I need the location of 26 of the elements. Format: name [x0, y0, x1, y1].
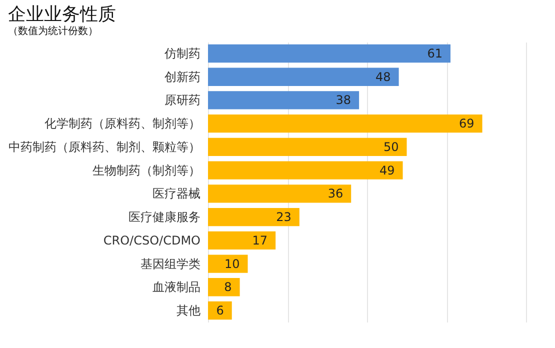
text: （数值为统计份数）	[8, 25, 98, 37]
data-label: 10	[224, 256, 240, 271]
y-tick-label: 其他	[176, 304, 200, 318]
data-label: 38	[336, 93, 352, 108]
data-label: 69	[458, 116, 474, 131]
y-tick-label: 原研药	[164, 93, 200, 108]
data-label: 50	[383, 140, 399, 154]
y-tick-label: 仿制药	[164, 46, 200, 60]
y-tick-label: CRO/CSO/CDMO	[103, 233, 200, 248]
y-tick-label: 基因组学类	[140, 256, 200, 271]
text: 企业业务性质	[8, 4, 116, 25]
y-tick-label: 化学制药（原料药、制剂等）	[44, 116, 200, 131]
data-label: 61	[427, 46, 442, 60]
y-tick-label: 医疗器械	[152, 186, 200, 201]
data-label: 6	[216, 304, 224, 318]
y-tick-label: 医疗健康服务	[128, 210, 200, 224]
data-label: 49	[379, 163, 395, 178]
y-tick-label: 创新药	[164, 70, 200, 84]
y-tick-label: 血液制品	[152, 280, 200, 294]
data-label: 36	[328, 186, 344, 201]
data-label: 48	[376, 70, 391, 84]
y-tick-label: 生物制药（制剂等）	[92, 163, 200, 178]
data-label: 17	[252, 233, 268, 248]
data-label: 8	[224, 280, 232, 294]
data-label: 23	[276, 210, 292, 224]
y-tick-label: 中药制药（原料药、制剂、颗粒等）	[8, 140, 200, 154]
